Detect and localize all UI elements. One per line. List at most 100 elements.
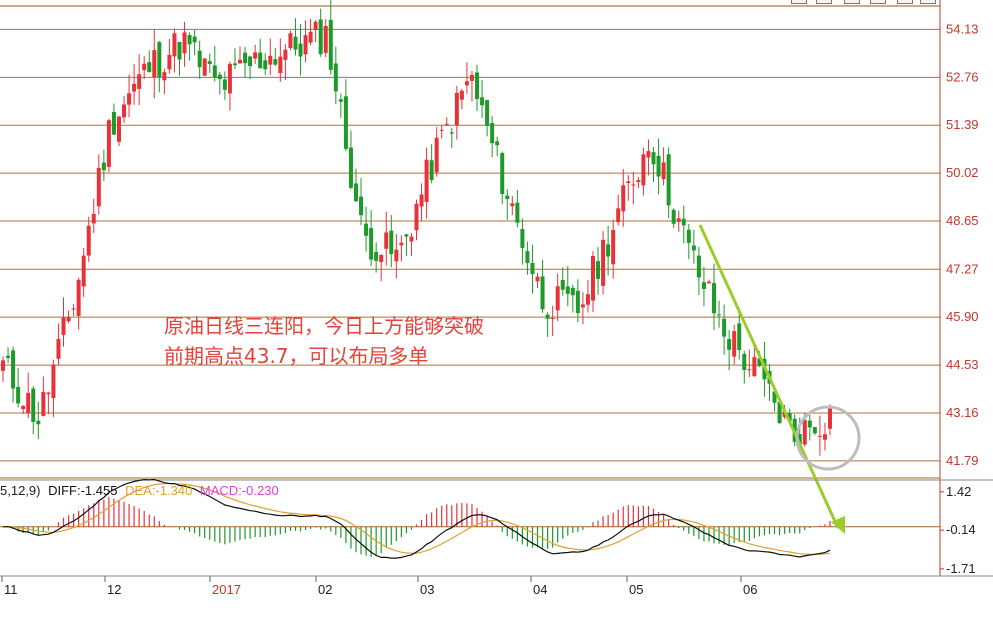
candle-body [187,34,192,45]
toolbar-button-3[interactable] [844,0,860,4]
x-tick-label: 03 [420,582,434,597]
candle-body [137,74,142,89]
candle-body [495,141,500,146]
candles [1,0,832,456]
candle-body [353,183,358,202]
candle-body [606,244,611,257]
candle-body [122,104,127,118]
candle-body [202,58,207,76]
toolbar-button-5[interactable] [897,0,913,4]
candle-body [116,116,121,142]
macd-panel [2,478,831,559]
candle-body [459,90,464,100]
price-tick-label: 41.79 [946,453,979,468]
candle-body [565,286,570,294]
candle-body [293,36,298,50]
candle-body [752,357,757,377]
candle-body [585,294,590,305]
candle-body [232,63,237,66]
candle-body [646,151,651,158]
candle-body [243,52,248,64]
candle-body [394,249,399,262]
dea-line [2,483,831,555]
candle-body [142,63,147,71]
candle-body [590,255,595,301]
candle-body [434,137,439,173]
candle-body [681,218,686,226]
candle-body [666,154,671,206]
candle-body [701,282,706,289]
x-tick-label: 04 [533,582,547,597]
candle-body [217,74,222,80]
candle-body [303,35,308,55]
candle-body [91,213,96,224]
candle-body [570,287,575,296]
candle-body [722,318,727,337]
candle-body [212,65,217,78]
price-tick-label: 54.13 [946,21,979,36]
price-tick-label: 43.16 [946,405,979,420]
candle-body [631,184,636,186]
candle-body [364,223,369,236]
toolbar-button-2[interactable] [816,0,832,4]
candle-body [31,388,36,422]
candle-body [152,50,157,78]
candle-body [76,279,81,316]
candle-body [611,229,616,265]
candle-body [807,420,812,428]
candle-body [742,353,747,371]
candle-body [540,276,545,310]
candle-body [449,132,454,134]
candle-body [772,391,777,403]
candle-body [56,338,61,359]
toolbar-button-1[interactable] [791,0,807,4]
candle-body [258,52,263,69]
candle-body [227,63,232,94]
candle-body [338,99,343,102]
candle-body [505,195,510,200]
candle-body [550,317,555,319]
x-tick-label: 02 [318,582,332,597]
candle-body [444,123,449,125]
candle-body [596,261,601,279]
candle-body [328,19,333,70]
candle-body [313,21,318,30]
macd-legend: 5,12,9) DIFF:-1.455 DEA:-1.340 MACD:-0.2… [0,483,283,498]
candle-body [207,61,212,64]
trend-arrow [698,224,861,534]
macd-value: MACD:-0.230 [199,483,279,498]
toolbar-button-4[interactable] [870,0,886,4]
x-tick-label: 12 [107,582,121,597]
candle-body [172,33,177,57]
candle-body [828,408,832,429]
diff-line [2,478,831,559]
macd-params: 5,12,9) [0,483,41,498]
candle-body [318,19,323,55]
candle-body [777,402,782,424]
dea-value: DEA:-1.340 [125,483,193,498]
candle-body [485,100,490,126]
toolbar-button-6[interactable] [920,0,936,4]
candle-body [36,420,41,425]
x-tick-label: 11 [4,582,18,597]
candle-body [510,203,515,207]
candle-body [348,147,353,188]
candle-body [41,392,46,416]
candle-body [475,72,480,100]
price-tick-label: 48.65 [946,213,979,228]
candle-body [409,236,414,242]
price-tick-label: 52.76 [946,69,979,84]
candle-body [616,208,621,223]
candle-body [727,339,732,350]
candle-body [46,392,51,395]
candle-body [278,56,283,74]
price-tick-label: 50.02 [946,165,979,180]
candle-body [651,152,656,165]
candle-body [298,43,303,57]
candle-body [706,281,711,284]
candle-body [676,218,681,222]
candle-body [374,251,379,261]
candle-body [96,167,101,207]
macd-tick-label: -0.14 [946,522,976,537]
candle-body [71,308,76,310]
